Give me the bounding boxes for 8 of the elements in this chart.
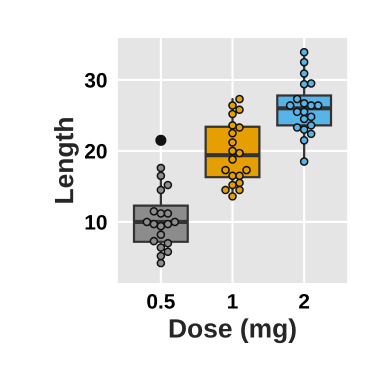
x-tick-label: 2 bbox=[299, 294, 310, 309]
y-tick-label: 30 bbox=[84, 72, 107, 88]
x-axis-title: Dose (mg) bbox=[170, 318, 296, 344]
x-tick-label: 0.5 bbox=[147, 294, 175, 309]
x-tick-label: 1 bbox=[228, 294, 238, 309]
y-tick-label: 20 bbox=[85, 144, 107, 159]
y-axis-title: Length bbox=[54, 118, 79, 203]
y-tick-label: 10 bbox=[86, 214, 107, 230]
